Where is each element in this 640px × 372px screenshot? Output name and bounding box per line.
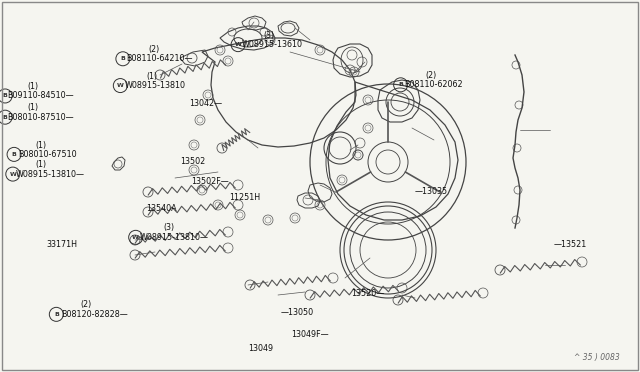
Text: W08915-13810—: W08915-13810—: [16, 170, 85, 179]
Text: (2): (2): [426, 71, 437, 80]
Text: 13502F—: 13502F—: [191, 177, 228, 186]
Text: —13521: —13521: [554, 240, 587, 249]
Text: B: B: [3, 93, 8, 99]
Text: (1): (1): [27, 82, 38, 91]
Text: (3): (3): [163, 223, 174, 232]
Text: W08915-13810: W08915-13810: [125, 81, 186, 90]
Text: W: W: [117, 83, 124, 88]
Text: (1): (1): [35, 160, 46, 169]
Text: W08915-13610: W08915-13610: [242, 40, 303, 49]
Text: W: W: [235, 42, 241, 47]
Text: B08010-67510: B08010-67510: [18, 150, 77, 159]
Text: (1): (1): [146, 72, 157, 81]
Text: (1): (1): [27, 103, 38, 112]
Text: 13049: 13049: [248, 344, 273, 353]
Text: B08120-82828—: B08120-82828—: [61, 310, 127, 319]
Text: 13520—: 13520—: [351, 289, 384, 298]
Text: B: B: [398, 82, 403, 87]
Text: (3): (3): [264, 31, 275, 40]
Text: —13050: —13050: [280, 308, 314, 317]
Text: 13502: 13502: [180, 157, 205, 166]
Text: —13035: —13035: [415, 187, 448, 196]
Text: W08915-13810—: W08915-13810—: [140, 233, 209, 242]
Text: 13049F—: 13049F—: [291, 330, 329, 339]
Text: B: B: [12, 152, 17, 157]
Text: (2): (2): [80, 300, 92, 309]
Text: B08110-62062: B08110-62062: [404, 80, 463, 89]
Text: B09110-84510—: B09110-84510—: [8, 92, 74, 100]
Text: 13540A: 13540A: [146, 204, 177, 213]
Text: B08010-87510—: B08010-87510—: [8, 113, 74, 122]
Text: B: B: [54, 312, 59, 317]
Text: 11251H: 11251H: [229, 193, 260, 202]
Text: W: W: [132, 235, 139, 240]
Text: 33171H: 33171H: [46, 240, 77, 249]
Text: B08110-64210—: B08110-64210—: [127, 54, 193, 63]
Text: (2): (2): [148, 45, 160, 54]
Text: B: B: [120, 56, 125, 61]
Text: W: W: [10, 171, 16, 177]
Text: ^ 35 ) 0083: ^ 35 ) 0083: [574, 353, 620, 362]
Text: 13042—: 13042—: [189, 99, 222, 108]
Text: (1): (1): [35, 141, 46, 150]
Text: B: B: [3, 115, 8, 120]
